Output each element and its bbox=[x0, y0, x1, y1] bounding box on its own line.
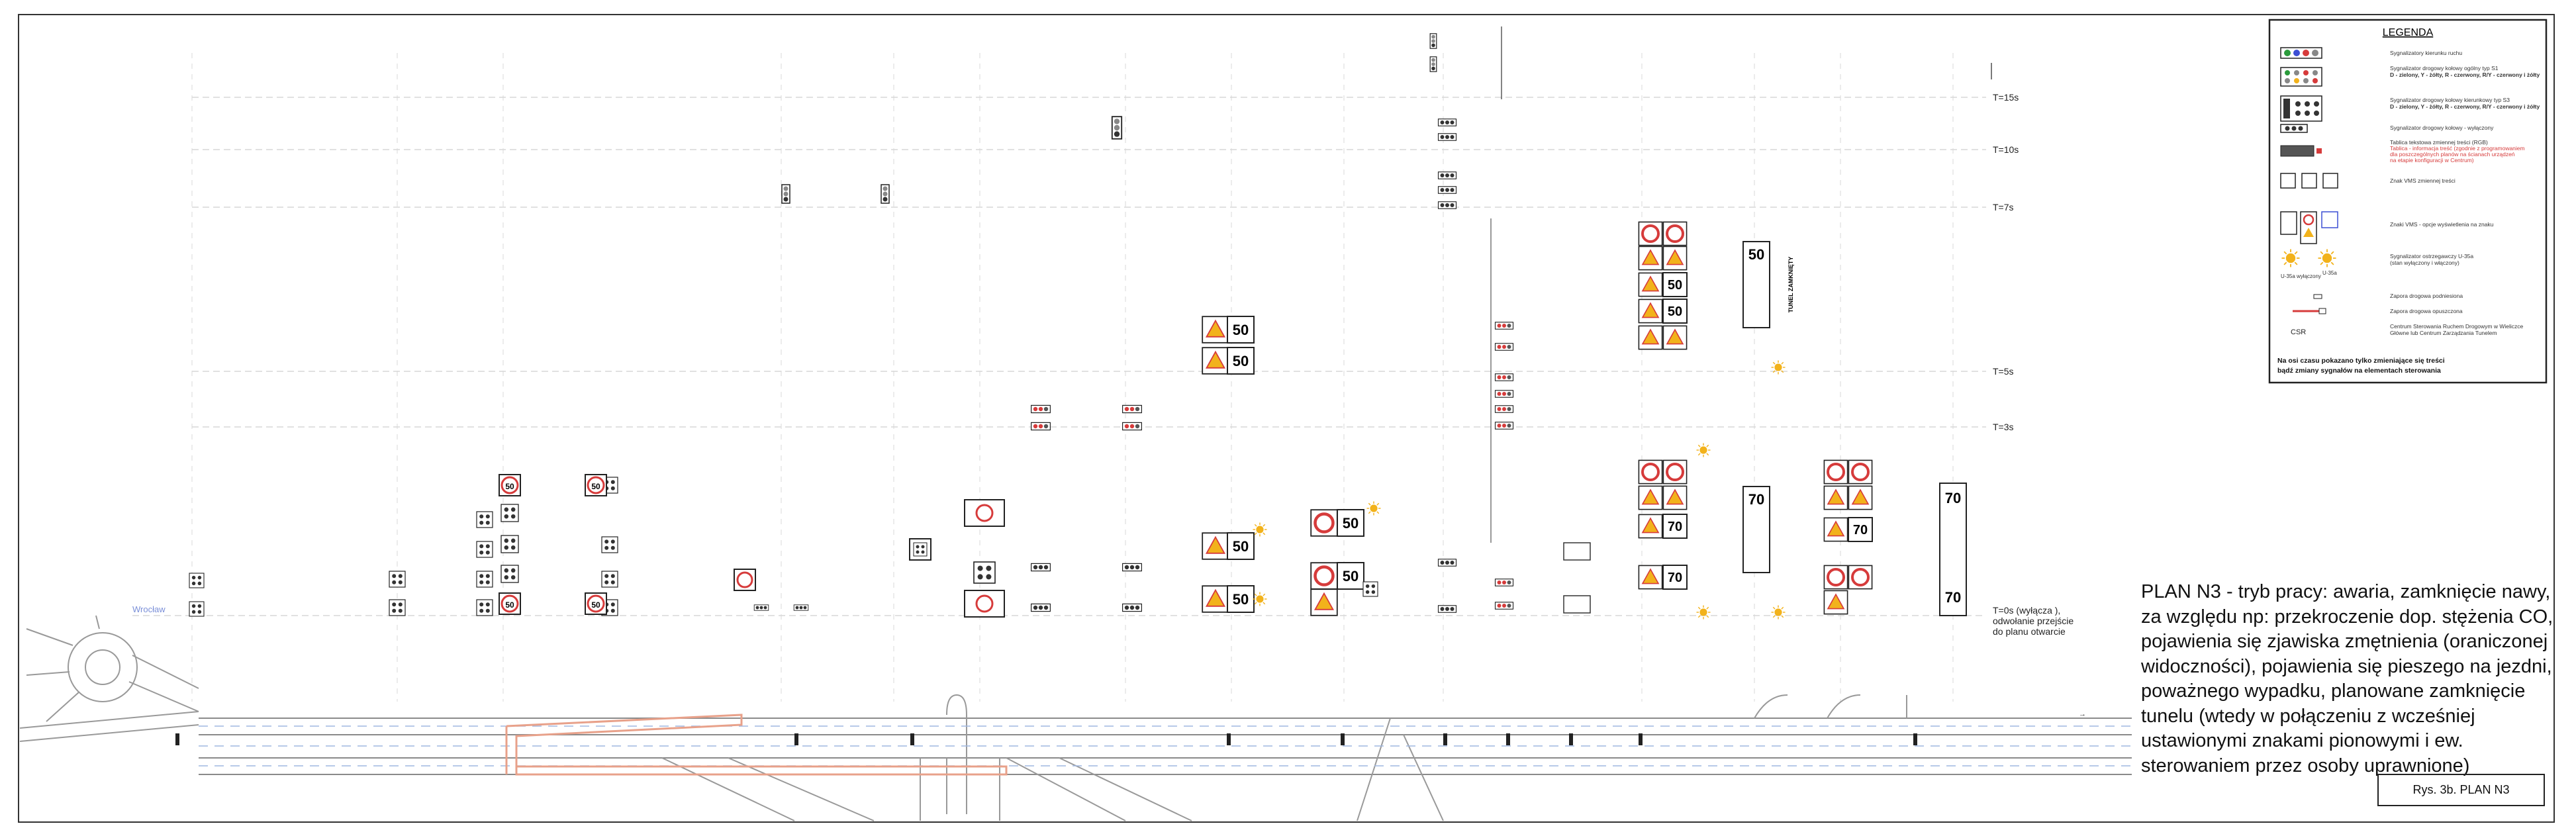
t0-note-1: T=0s (wyłącza ), bbox=[1993, 605, 2060, 616]
vertical-guides bbox=[191, 53, 1954, 702]
time-grid bbox=[132, 97, 1986, 616]
svg-text:Główne lub Centrum Zarządzania: Główne lub Centrum Zarządzania Tunelem bbox=[2390, 330, 2497, 336]
svg-text:50: 50 bbox=[1668, 278, 1682, 293]
plan-description-line: widoczności), pojawienia się pieszego na… bbox=[2141, 655, 2552, 677]
tunnel-closure-area bbox=[505, 714, 1008, 776]
svg-text:bądź zmiany sygnałów na elemen: bądź zmiany sygnałów na elementach stero… bbox=[2277, 367, 2441, 375]
svg-text:50: 50 bbox=[505, 482, 514, 491]
plan-description-line: PLAN N3 - tryb pracy: awaria, zamknięcie… bbox=[2141, 581, 2551, 602]
time-label-5s: T=5s bbox=[1993, 366, 2014, 377]
svg-text:50: 50 bbox=[1343, 515, 1359, 532]
svg-text:50: 50 bbox=[1233, 353, 1249, 369]
signals-column-2 bbox=[734, 116, 1143, 618]
svg-text:50: 50 bbox=[1668, 304, 1682, 319]
svg-text:70: 70 bbox=[1945, 490, 1961, 506]
t0-note-2: odwołanie przejście bbox=[1993, 616, 2074, 626]
svg-text:50: 50 bbox=[1748, 246, 1764, 263]
svg-text:U-35a: U-35a bbox=[2322, 270, 2337, 276]
svg-text:50: 50 bbox=[1343, 568, 1359, 584]
road-signal-heads bbox=[175, 733, 1917, 745]
svg-text:Zapora drogowa opuszczona: Zapora drogowa opuszczona bbox=[2390, 308, 2463, 314]
roundabout bbox=[68, 632, 138, 702]
svg-text:Znaki VMS - opcje wyświetlenia: Znaki VMS - opcje wyświetlenia na znaku bbox=[2390, 221, 2494, 228]
svg-text:D - zielony, Y - żółty, R - cz: D - zielony, Y - żółty, R - czerwony, R/… bbox=[2390, 103, 2540, 110]
legend-title: LEGENDA bbox=[2383, 27, 2434, 38]
svg-text:Tablica tekstowa zmiennej treś: Tablica tekstowa zmiennej treści (RGB) bbox=[2390, 139, 2488, 146]
t0-note-3: do planu otwarcie bbox=[1993, 626, 2066, 637]
svg-text:70: 70 bbox=[1668, 571, 1682, 585]
svg-text:Tablica - informacja treść (zg: Tablica - informacja treść (zgodnie z pr… bbox=[2390, 145, 2525, 152]
plan-description-line: poważnego wypadku, planowane zamknięcie bbox=[2141, 680, 2526, 702]
time-label-7s: T=7s bbox=[1993, 202, 2014, 212]
svg-text:D - zielony, Y - żółty, R - cz: D - zielony, Y - żółty, R - czerwony, R/… bbox=[2390, 71, 2540, 78]
time-label-10s: T=10s bbox=[1993, 144, 2019, 155]
svg-text:70: 70 bbox=[1748, 491, 1764, 508]
svg-text:Znak VMS zmiennej treści: Znak VMS zmiennej treści bbox=[2390, 177, 2456, 184]
svg-text:U-35a wyłączony: U-35a wyłączony bbox=[2281, 273, 2321, 279]
plan-description-line: tunelu (wtedy w połączeniu z wcześniej bbox=[2141, 705, 2475, 727]
plan-description-line: pojawienia się zjawiska zmętnienia (oran… bbox=[2141, 631, 2548, 652]
svg-text:50: 50 bbox=[1233, 591, 1249, 608]
svg-text:Sygnalizator drogowy kołowy -: Sygnalizator drogowy kołowy - wyłączony bbox=[2390, 124, 2494, 131]
road-lane-markings bbox=[199, 725, 2132, 766]
plan-description-line: sterowaniem przez osoby uprawnione) bbox=[2141, 755, 2470, 776]
plan-description: PLAN N3 - tryb pracy: awaria, zamknięcie… bbox=[2141, 580, 2553, 778]
legend: LEGENDA bbox=[2268, 19, 2548, 384]
place-label: Wrocław bbox=[132, 604, 166, 614]
svg-text:50: 50 bbox=[591, 482, 600, 491]
signals-column-1 bbox=[189, 477, 618, 617]
svg-text:(stan wyłączony i włączony): (stan wyłączony i włączony) bbox=[2390, 259, 2459, 266]
svg-text:70: 70 bbox=[1668, 520, 1682, 534]
road-network bbox=[19, 615, 2132, 821]
svg-text:Centrum Sterowania Ruchem Drog: Centrum Sterowania Ruchem Drogowym w Wie… bbox=[2390, 323, 2524, 330]
svg-text:50: 50 bbox=[505, 600, 514, 610]
svg-text:Zapora drogowa podniesiona: Zapora drogowa podniesiona bbox=[2390, 293, 2463, 299]
svg-text:50: 50 bbox=[1233, 538, 1249, 555]
svg-text:50: 50 bbox=[1233, 322, 1249, 338]
svg-text:Sygnalizator drogowy kołowy og: Sygnalizator drogowy kołowy ogólny typ S… bbox=[2390, 65, 2499, 71]
svg-text:70: 70 bbox=[1945, 589, 1961, 606]
vms-pairs-2: 50 50 bbox=[1311, 500, 1382, 616]
svg-text:Sygnalizator ostrzegawczy U-35: Sygnalizator ostrzegawczy U-35a bbox=[2390, 253, 2473, 259]
svg-text:dla poszczególnych planów na ś: dla poszczególnych planów na ścianach ur… bbox=[2390, 151, 2515, 158]
vms-grid-right: 50 50 70 70 50 TUNEL ZAMKNIĘTY 70 70 70 70 bbox=[1639, 222, 1967, 620]
svg-text:Sygnalizatory kierunku ruchu: Sygnalizatory kierunku ruchu bbox=[2390, 50, 2462, 56]
vms-pairs-1: 50 50 50 50 bbox=[1202, 316, 1268, 613]
time-label-15s: T=15s bbox=[1993, 92, 2019, 103]
speed-signs-left: 50 50 50 50 bbox=[499, 474, 607, 615]
plan-description-line: ustawionymi znakami pionowymi i ew. bbox=[2141, 730, 2463, 751]
plan-description-line: za względu np: przekroczenie dop. stężen… bbox=[2141, 606, 2553, 627]
svg-text:na etapie konfiguracji w Centr: na etapie konfiguracji w Centrum) bbox=[2390, 157, 2474, 163]
figure-label-box: Rys. 3b. PLAN N3 bbox=[2377, 774, 2545, 806]
figure-label: Rys. 3b. PLAN N3 bbox=[2412, 783, 2510, 796]
signals-column-3 bbox=[1429, 26, 1591, 614]
svg-text:CSR: CSR bbox=[2291, 328, 2306, 336]
svg-text:50: 50 bbox=[591, 600, 600, 610]
svg-text:Na osi czasu pokazano tylko zm: Na osi czasu pokazano tylko zmieniające … bbox=[2277, 357, 2445, 365]
drawing-frame bbox=[18, 14, 2555, 823]
svg-text:70: 70 bbox=[1853, 523, 1868, 537]
speed-note-right: → bbox=[2079, 710, 2086, 718]
svg-text:TUNEL ZAMKNIĘTY: TUNEL ZAMKNIĘTY bbox=[1788, 257, 1794, 313]
time-label-3s: T=3s bbox=[1993, 422, 2014, 432]
svg-text:Sygnalizator drogowy kołowy ki: Sygnalizator drogowy kołowy kierunkowy t… bbox=[2390, 97, 2510, 103]
time-labels: T=15s T=10s T=7s T=5s T=3s T=0s (wyłącza… bbox=[1993, 92, 2074, 637]
